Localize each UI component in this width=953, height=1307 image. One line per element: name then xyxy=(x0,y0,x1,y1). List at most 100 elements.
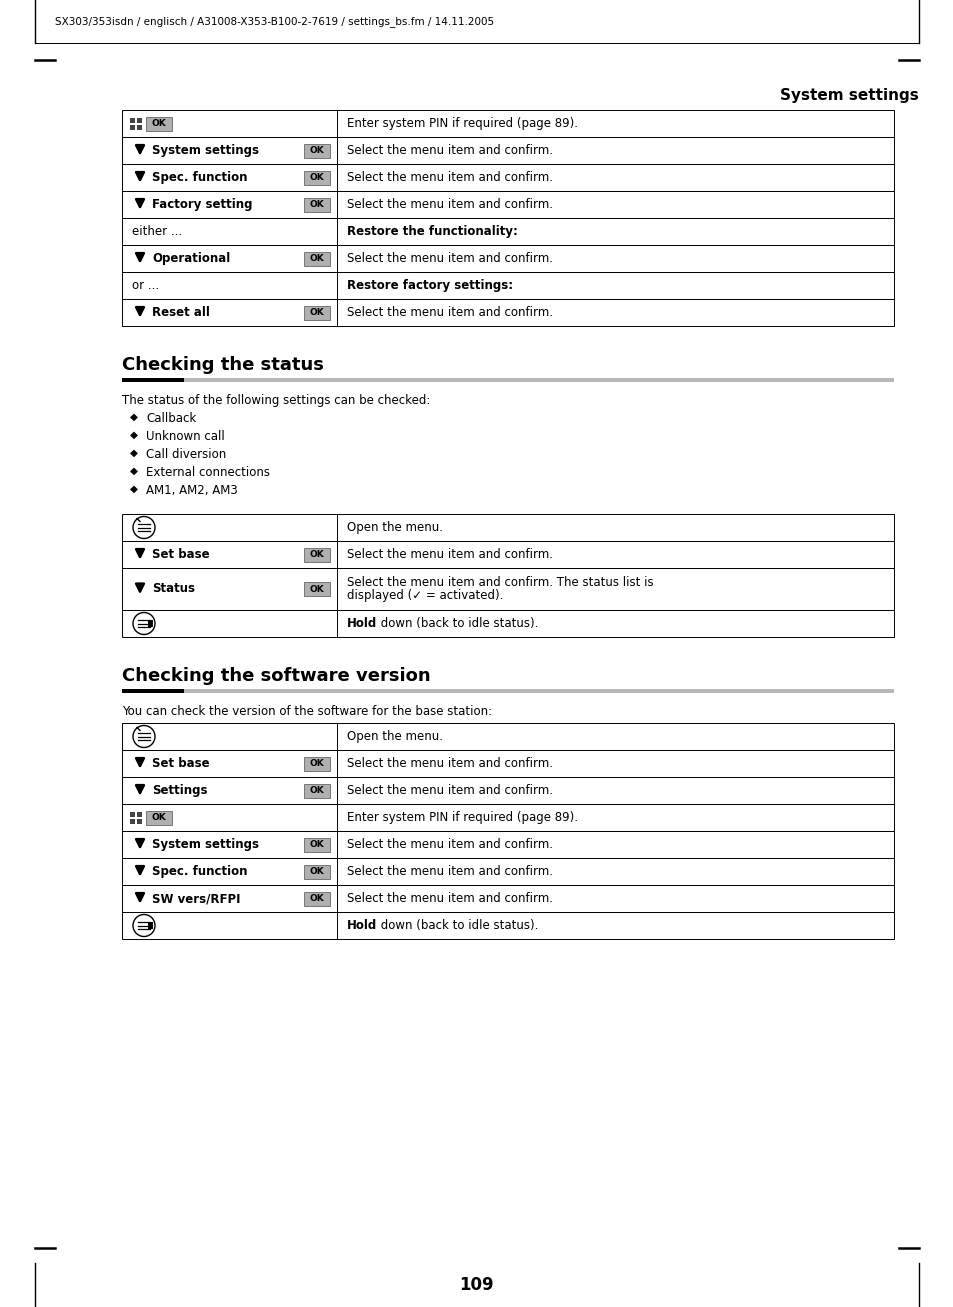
Text: either ...: either ... xyxy=(132,225,182,238)
Bar xyxy=(304,144,330,158)
Bar xyxy=(122,750,893,776)
Bar xyxy=(130,124,135,129)
Bar xyxy=(137,812,142,817)
Text: Select the menu item and confirm.: Select the menu item and confirm. xyxy=(347,757,553,770)
Bar xyxy=(137,124,142,129)
Text: The status of the following settings can be checked:: The status of the following settings can… xyxy=(122,393,430,406)
Text: Select the menu item and confirm.: Select the menu item and confirm. xyxy=(347,891,553,904)
Text: External connections: External connections xyxy=(146,467,270,478)
Text: SX303/353isdn / englisch / A31008-X353-B100-2-7619 / settings_bs.fm / 14.11.2005: SX303/353isdn / englisch / A31008-X353-B… xyxy=(55,17,494,27)
Text: Unknown call: Unknown call xyxy=(146,430,225,443)
Bar xyxy=(122,378,184,382)
Bar xyxy=(304,197,330,212)
Text: AM1, AM2, AM3: AM1, AM2, AM3 xyxy=(146,484,237,497)
Text: Select the menu item and confirm.: Select the menu item and confirm. xyxy=(347,306,553,319)
Bar xyxy=(184,378,893,382)
Text: OK: OK xyxy=(310,867,324,876)
Bar xyxy=(146,810,172,825)
Text: OK: OK xyxy=(310,200,324,209)
Bar xyxy=(122,110,893,137)
Bar xyxy=(122,514,893,541)
Text: ◆: ◆ xyxy=(130,412,138,422)
Text: or ...: or ... xyxy=(132,278,159,291)
Bar xyxy=(304,306,330,319)
Text: OK: OK xyxy=(310,840,324,850)
Bar xyxy=(122,689,184,693)
Bar xyxy=(122,912,893,938)
Text: OK: OK xyxy=(310,308,324,318)
Text: Restore factory settings:: Restore factory settings: xyxy=(347,278,513,291)
Text: Operational: Operational xyxy=(152,252,230,265)
Bar xyxy=(122,163,893,191)
Bar xyxy=(148,921,152,929)
Text: Select the menu item and confirm.: Select the menu item and confirm. xyxy=(347,784,553,797)
Bar xyxy=(122,885,893,912)
Bar xyxy=(122,541,893,569)
Text: OK: OK xyxy=(310,146,324,156)
Bar xyxy=(304,251,330,265)
Text: Call diversion: Call diversion xyxy=(146,448,226,461)
Text: Open the menu.: Open the menu. xyxy=(347,731,442,742)
Text: Hold: Hold xyxy=(347,919,376,932)
Text: System settings: System settings xyxy=(152,144,258,157)
Bar xyxy=(137,818,142,823)
Text: Select the menu item and confirm. The status list is: Select the menu item and confirm. The st… xyxy=(347,575,653,588)
Text: ◆: ◆ xyxy=(130,484,138,494)
Bar xyxy=(122,831,893,857)
Text: OK: OK xyxy=(310,584,324,593)
Bar xyxy=(130,818,135,823)
Bar xyxy=(122,610,893,637)
Bar xyxy=(304,838,330,851)
Text: Enter system PIN if required (page 89).: Enter system PIN if required (page 89). xyxy=(347,812,578,823)
Text: SW vers/RFPI: SW vers/RFPI xyxy=(152,891,240,904)
Bar xyxy=(184,689,893,693)
Text: OK: OK xyxy=(152,119,166,128)
Text: Factory setting: Factory setting xyxy=(152,197,253,210)
Text: OK: OK xyxy=(310,173,324,182)
Text: OK: OK xyxy=(310,759,324,769)
Text: down (back to idle status).: down (back to idle status). xyxy=(376,617,537,630)
Text: Hold: Hold xyxy=(347,617,376,630)
Text: System settings: System settings xyxy=(152,838,258,851)
Text: Reset all: Reset all xyxy=(152,306,210,319)
Text: Select the menu item and confirm.: Select the menu item and confirm. xyxy=(347,548,553,561)
Text: Select the menu item and confirm.: Select the menu item and confirm. xyxy=(347,252,553,265)
Text: Set base: Set base xyxy=(152,757,210,770)
Text: Checking the software version: Checking the software version xyxy=(122,667,430,685)
Text: OK: OK xyxy=(310,894,324,903)
Bar xyxy=(122,191,893,218)
Text: down (back to idle status).: down (back to idle status). xyxy=(376,919,537,932)
Bar xyxy=(122,244,893,272)
Bar xyxy=(122,272,893,299)
Bar xyxy=(130,118,135,123)
Bar xyxy=(122,857,893,885)
Text: ◆: ◆ xyxy=(130,430,138,440)
Text: Restore the functionality:: Restore the functionality: xyxy=(347,225,517,238)
Text: Callback: Callback xyxy=(146,412,196,425)
Text: Select the menu item and confirm.: Select the menu item and confirm. xyxy=(347,171,553,184)
Bar xyxy=(122,299,893,325)
Text: Set base: Set base xyxy=(152,548,210,561)
Bar xyxy=(122,137,893,163)
Text: OK: OK xyxy=(310,786,324,795)
Text: displayed (✓ = activated).: displayed (✓ = activated). xyxy=(347,589,503,603)
Text: Select the menu item and confirm.: Select the menu item and confirm. xyxy=(347,144,553,157)
Bar xyxy=(304,864,330,878)
Bar xyxy=(122,776,893,804)
Text: Select the menu item and confirm.: Select the menu item and confirm. xyxy=(347,865,553,878)
Bar xyxy=(122,569,893,610)
Bar xyxy=(122,804,893,831)
Text: OK: OK xyxy=(152,813,166,822)
Text: Select the menu item and confirm.: Select the menu item and confirm. xyxy=(347,197,553,210)
Text: Enter system PIN if required (page 89).: Enter system PIN if required (page 89). xyxy=(347,118,578,129)
Text: OK: OK xyxy=(310,550,324,559)
Text: ◆: ◆ xyxy=(130,448,138,457)
Text: Status: Status xyxy=(152,583,194,596)
Bar xyxy=(130,812,135,817)
Bar xyxy=(146,116,172,131)
Bar xyxy=(148,620,152,627)
Bar xyxy=(304,582,330,596)
Bar xyxy=(122,723,893,750)
Text: Checking the status: Checking the status xyxy=(122,356,323,374)
Text: Spec. function: Spec. function xyxy=(152,171,247,184)
